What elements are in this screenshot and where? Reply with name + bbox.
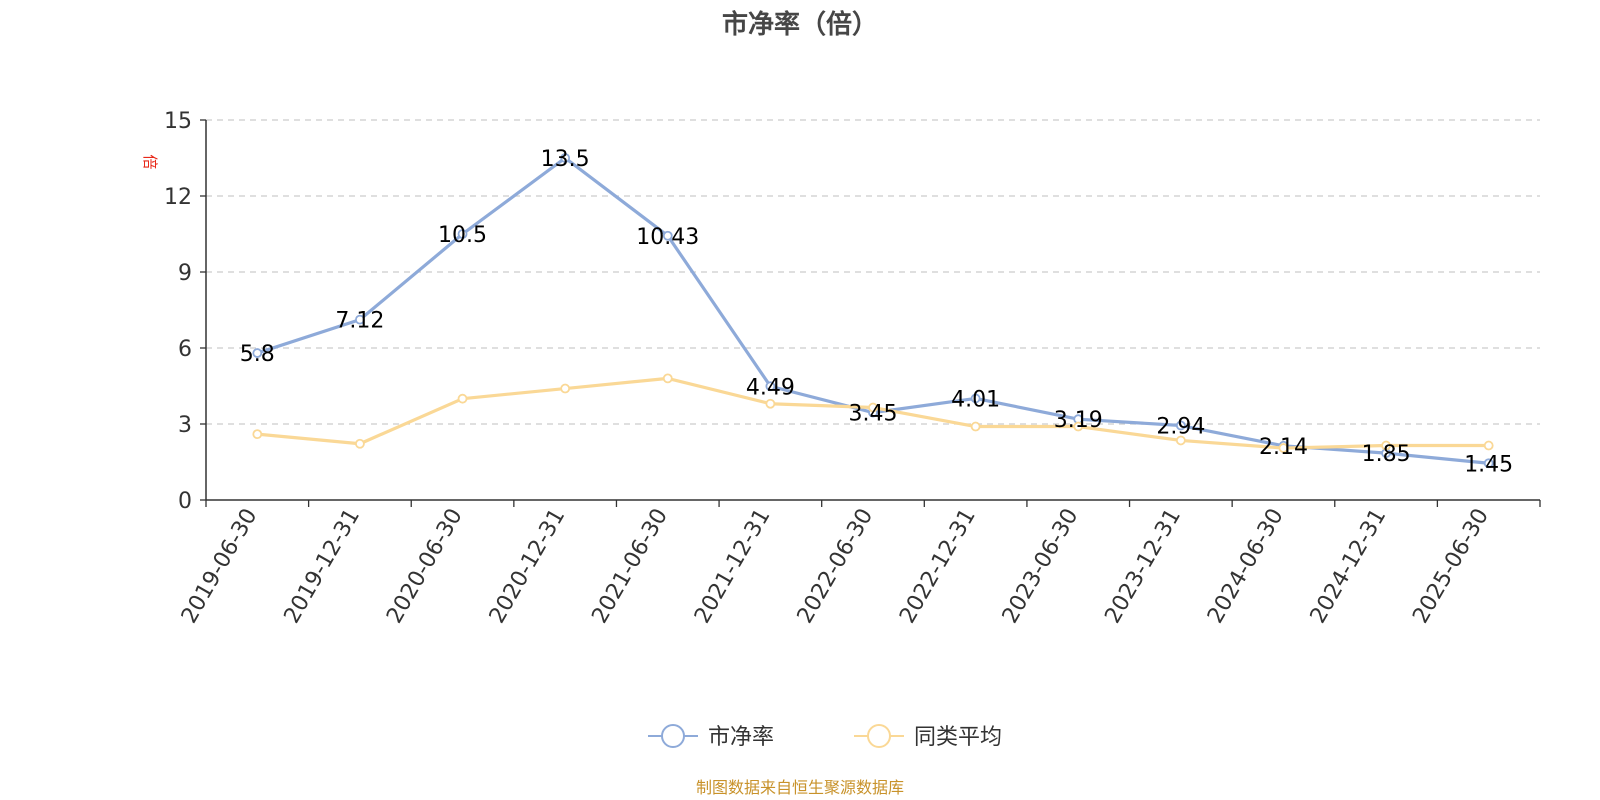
data-point-peer-average: [560, 383, 571, 394]
data-point-pb-ratio: [765, 381, 776, 392]
data-label: 5.8: [240, 342, 275, 367]
x-tick-label: 2019-12-31: [280, 505, 366, 628]
x-tick-label: 2023-12-31: [1100, 505, 1186, 628]
data-point-peer-average: [252, 429, 263, 440]
data-point-pb-ratio: [970, 393, 981, 404]
data-label: 2.94: [1156, 415, 1205, 440]
data-point-peer-average: [1073, 421, 1084, 432]
series-lines: [252, 153, 1494, 469]
data-label: 1.45: [1464, 452, 1513, 477]
x-tick-label: 2021-06-30: [587, 505, 673, 628]
x-tick-label: 2022-12-31: [895, 505, 981, 628]
data-label: 7.12: [335, 309, 384, 334]
legend-marker-icon: [661, 724, 685, 748]
legend-label: 市净率: [708, 725, 774, 750]
data-label: 1.85: [1362, 442, 1411, 467]
data-label: 3.19: [1054, 408, 1103, 433]
data-label: 4.49: [746, 375, 795, 400]
legend-marker-icon: [867, 724, 891, 748]
data-point-peer-average: [970, 421, 981, 432]
y-tick-label: 6: [178, 337, 192, 362]
data-point-peer-average: [868, 402, 878, 413]
data-point-pb-ratio: [1175, 420, 1186, 431]
data-point-peer-average: [1483, 440, 1494, 451]
data-point-pb-ratio: [457, 229, 468, 239]
data-label: 3.45: [849, 402, 898, 427]
data-label: 10.5: [438, 223, 487, 248]
legend-item-pb-ratio[interactable]: 市净率: [648, 724, 774, 750]
x-tick-label: 2025-06-30: [1408, 505, 1494, 628]
data-point-peer-average: [1381, 440, 1391, 451]
y-tick-label: 0: [178, 489, 192, 514]
legend-item-peer-average[interactable]: 同类平均: [854, 724, 1002, 750]
data-label: 2.14: [1259, 435, 1308, 460]
legend-label: 同类平均: [914, 725, 1002, 750]
grid-lines: [206, 119, 1540, 425]
x-tick-label: 2019-06-30: [177, 505, 263, 628]
chart-title: 市净率（倍）: [722, 9, 878, 40]
x-tick-label: 2020-12-31: [485, 505, 571, 628]
data-point-pb-ratio: [1483, 458, 1494, 469]
data-labels: 5.8 7.12 10.5 13.5 10.43 4.49 3.45 4.01 3.19 2.94…: [240, 147, 1513, 477]
x-tick-label: 2020-06-30: [382, 505, 468, 628]
x-tick-label: 2023-06-30: [998, 505, 1084, 628]
y-tick-label: 3: [178, 413, 192, 438]
data-point-peer-average: [457, 393, 468, 404]
data-label: 10.43: [636, 225, 699, 250]
legend[interactable]: 市净率 同类平均: [648, 724, 1002, 750]
data-point-pb-ratio: [252, 348, 263, 358]
data-point-pb-ratio: [560, 153, 571, 163]
data-point-peer-average: [765, 398, 776, 409]
data-label: 4.01: [951, 387, 1000, 412]
y-axis-label: 倍: [141, 154, 159, 169]
data-point-peer-average: [1175, 435, 1186, 446]
data-point-pb-ratio: [355, 314, 365, 325]
source-note: 制图数据来自恒生聚源数据库: [696, 778, 904, 797]
data-point-pb-ratio: [662, 230, 673, 241]
x-tick-label: 2021-12-31: [690, 505, 776, 628]
x-tick-label: 2024-06-30: [1203, 505, 1289, 628]
data-point-peer-average: [355, 438, 365, 449]
y-tick-label: 15: [164, 109, 192, 134]
x-tick-label: 2022-06-30: [793, 505, 879, 628]
data-point-peer-average: [1278, 443, 1289, 453]
data-label: 13.5: [541, 147, 590, 172]
y-tick-label: 12: [164, 185, 192, 210]
y-tick-label: 9: [178, 261, 192, 286]
x-tick-label: 2024-12-31: [1306, 505, 1392, 628]
data-point-peer-average: [662, 373, 673, 384]
